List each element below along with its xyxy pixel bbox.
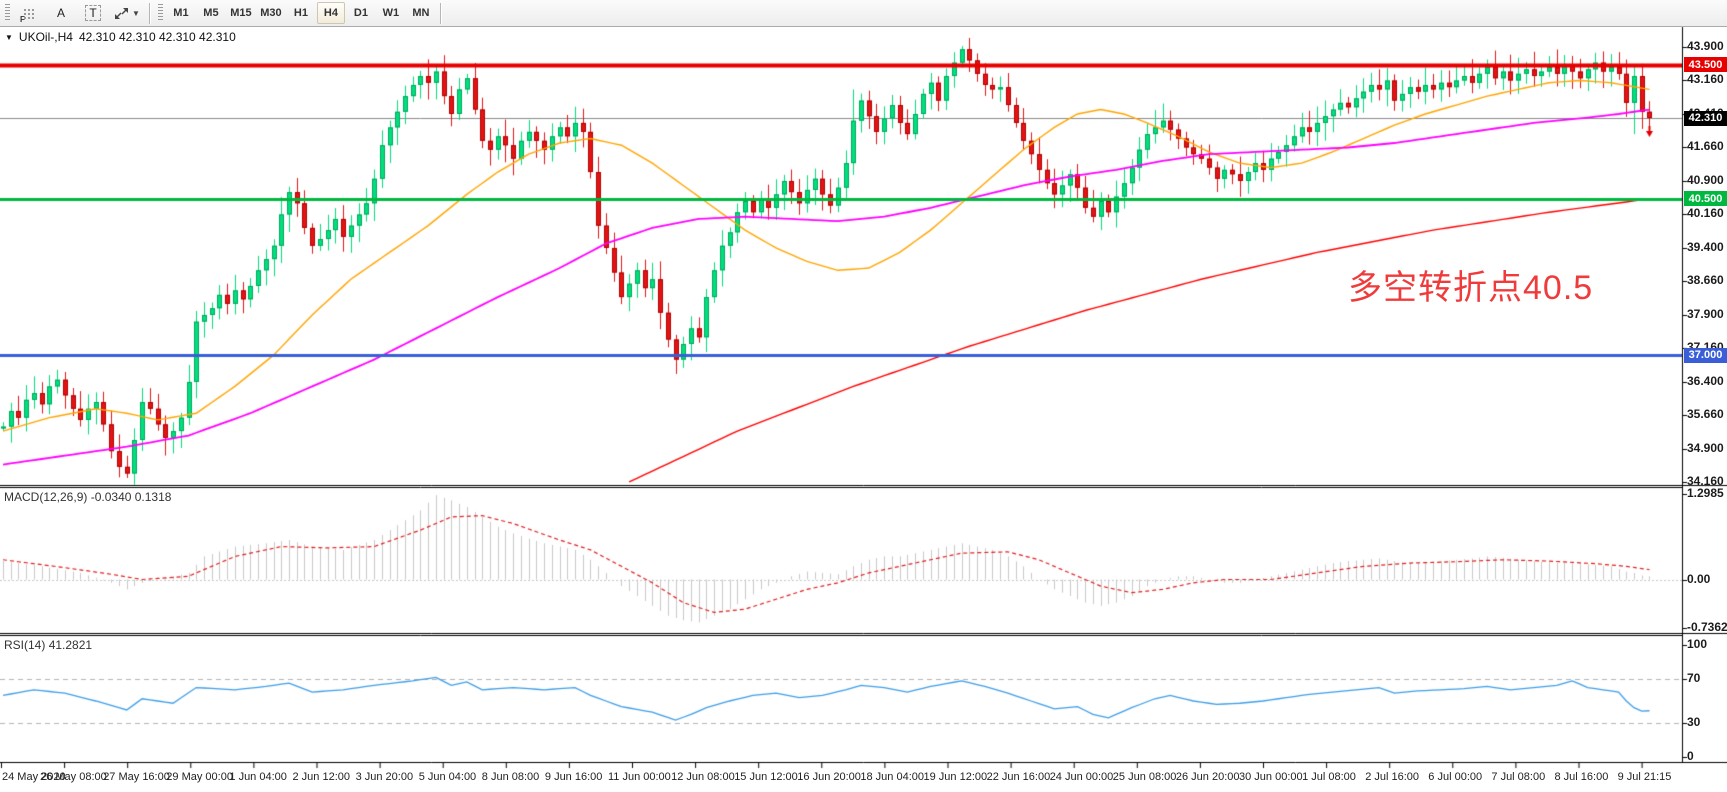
timeframe-bar: M1 M5 M15 M30 H1 H4 D1 W1 MN <box>166 2 436 24</box>
toolbar: F A T ▼ M1 M5 M15 M30 H1 H4 D1 W1 MN <box>0 0 1727 27</box>
macd-scale-label: 1.2985 <box>1687 486 1724 500</box>
date-label: 7 Jul 08:00 <box>1491 771 1546 783</box>
price-tick-label: 39.400 <box>1687 239 1724 254</box>
rsi-label: RSI(14) 41.2821 <box>4 638 93 652</box>
arrows-tool-button[interactable]: ▼ <box>110 2 144 25</box>
date-label: 16 Jun 20:00 <box>797 771 861 783</box>
symbol-ohlc-dropdown[interactable]: ▼ UKOil-,H4 42.310 42.310 42.310 42.310 <box>5 30 236 44</box>
date-label: 22 Jun 16:00 <box>986 771 1051 783</box>
macd-scale-label: 0.00 <box>1687 571 1711 586</box>
price-tick-label: 34.160 <box>1687 473 1724 488</box>
date-label: 30 Jun 00:00 <box>1239 771 1303 783</box>
date-label: 18 Jun 04:00 <box>860 771 925 783</box>
date-label: 26 Jun 20:00 <box>1175 771 1240 783</box>
timeframe-m15[interactable]: M15 <box>230 7 252 19</box>
rsi-scale-label: 100 <box>1687 637 1708 651</box>
date-label: 5 Jun 04:00 <box>418 771 477 783</box>
timeframe-w1[interactable]: W1 <box>382 7 400 19</box>
price-tick-label: 37.900 <box>1687 306 1724 321</box>
timeframe-d1[interactable]: D1 <box>353 7 368 19</box>
date-label: 1 Jul 08:00 <box>1302 771 1356 783</box>
text-a-icon: A <box>56 6 65 20</box>
timeframe-m1[interactable]: M1 <box>173 7 189 19</box>
price-tick-label: 38.660 <box>1687 273 1724 288</box>
date-label: 8 Jun 08:00 <box>481 771 540 783</box>
date-label: 26 May 08:00 <box>40 771 107 783</box>
price-badge-pivot-40500: 40.500 <box>1684 191 1727 207</box>
timeframe-m5[interactable]: M5 <box>203 7 219 19</box>
price-tick-label: 36.400 <box>1687 373 1724 388</box>
date-label: 6 Jul 00:00 <box>1428 771 1483 783</box>
chevron-down-icon[interactable]: ▼ <box>132 8 140 18</box>
price-tick-label: 43.900 <box>1687 39 1724 53</box>
symbol-label: UKOil-,H4 <box>18 30 73 44</box>
text-t-icon: T <box>85 5 101 21</box>
date-label: 25 Jun 08:00 <box>1112 771 1177 783</box>
chevron-down-icon: ▼ <box>5 32 13 42</box>
price-tick-label: 35.660 <box>1687 406 1724 421</box>
date-label: 9 Jun 16:00 <box>544 771 603 783</box>
macd-scale-label: -0.7362 <box>1687 620 1727 634</box>
date-label: 9 Jul 21:15 <box>1617 771 1672 783</box>
price-badge-bid-price-42310: 42.310 <box>1684 110 1727 126</box>
timeframe-mn[interactable]: MN <box>412 7 430 19</box>
date-label: 24 May 2020 <box>2 771 66 783</box>
toolbar-separator <box>439 2 442 24</box>
price-tick-label: 40.160 <box>1687 206 1724 221</box>
toolbar-grip[interactable] <box>157 4 163 22</box>
fibonacci-icon: F <box>20 6 36 24</box>
timeframe-h1[interactable]: H1 <box>293 7 308 19</box>
date-label: 19 Jun 12:00 <box>923 771 988 783</box>
rsi-scale-label: 70 <box>1687 670 1701 685</box>
price-tick-label: 40.900 <box>1687 172 1724 187</box>
date-label: 29 May 00:00 <box>166 771 233 783</box>
macd-label: MACD(12,26,9) -0.0340 0.1318 <box>4 490 172 504</box>
toolbar-separator <box>148 2 151 24</box>
date-label: 24 Jun 00:00 <box>1049 771 1114 783</box>
price-badge-support-37000: 37.000 <box>1684 347 1727 363</box>
date-label: 15 Jun 12:00 <box>734 771 798 783</box>
text-box-tool-button[interactable]: T <box>78 2 108 25</box>
arrows-icon <box>115 7 128 19</box>
price-tick-label: 41.660 <box>1687 139 1724 154</box>
text-label-tool-button[interactable]: A <box>46 2 76 25</box>
date-label: 3 Jun 20:00 <box>355 771 414 783</box>
rsi-scale-label: 0 <box>1687 749 1694 763</box>
date-label: 12 Jun 08:00 <box>671 771 735 783</box>
date-label: 2 Jul 16:00 <box>1365 771 1420 783</box>
fibonacci-tool-button[interactable]: F <box>14 2 44 25</box>
date-label: 1 Jun 04:00 <box>229 771 287 783</box>
date-label: 8 Jul 16:00 <box>1554 771 1609 783</box>
toolbar-grip[interactable] <box>5 4 10 22</box>
price-tick-label: 34.900 <box>1687 440 1724 455</box>
price-tick-label: 43.160 <box>1687 72 1724 87</box>
ohlc-quotes: 42.310 42.310 42.310 42.310 <box>78 30 236 44</box>
price-badge-resistance-43500: 43.500 <box>1684 57 1727 73</box>
timeframe-h4[interactable]: H4 <box>316 2 345 24</box>
rsi-scale-label: 30 <box>1687 715 1701 730</box>
date-label: 2 Jun 12:00 <box>292 771 351 783</box>
date-label: 27 May 16:00 <box>103 771 170 783</box>
date-label: 11 Jun 00:00 <box>608 771 671 783</box>
timeframe-m30[interactable]: M30 <box>260 7 282 19</box>
annotation-text: 多空转折点40.5 <box>1348 269 1594 307</box>
